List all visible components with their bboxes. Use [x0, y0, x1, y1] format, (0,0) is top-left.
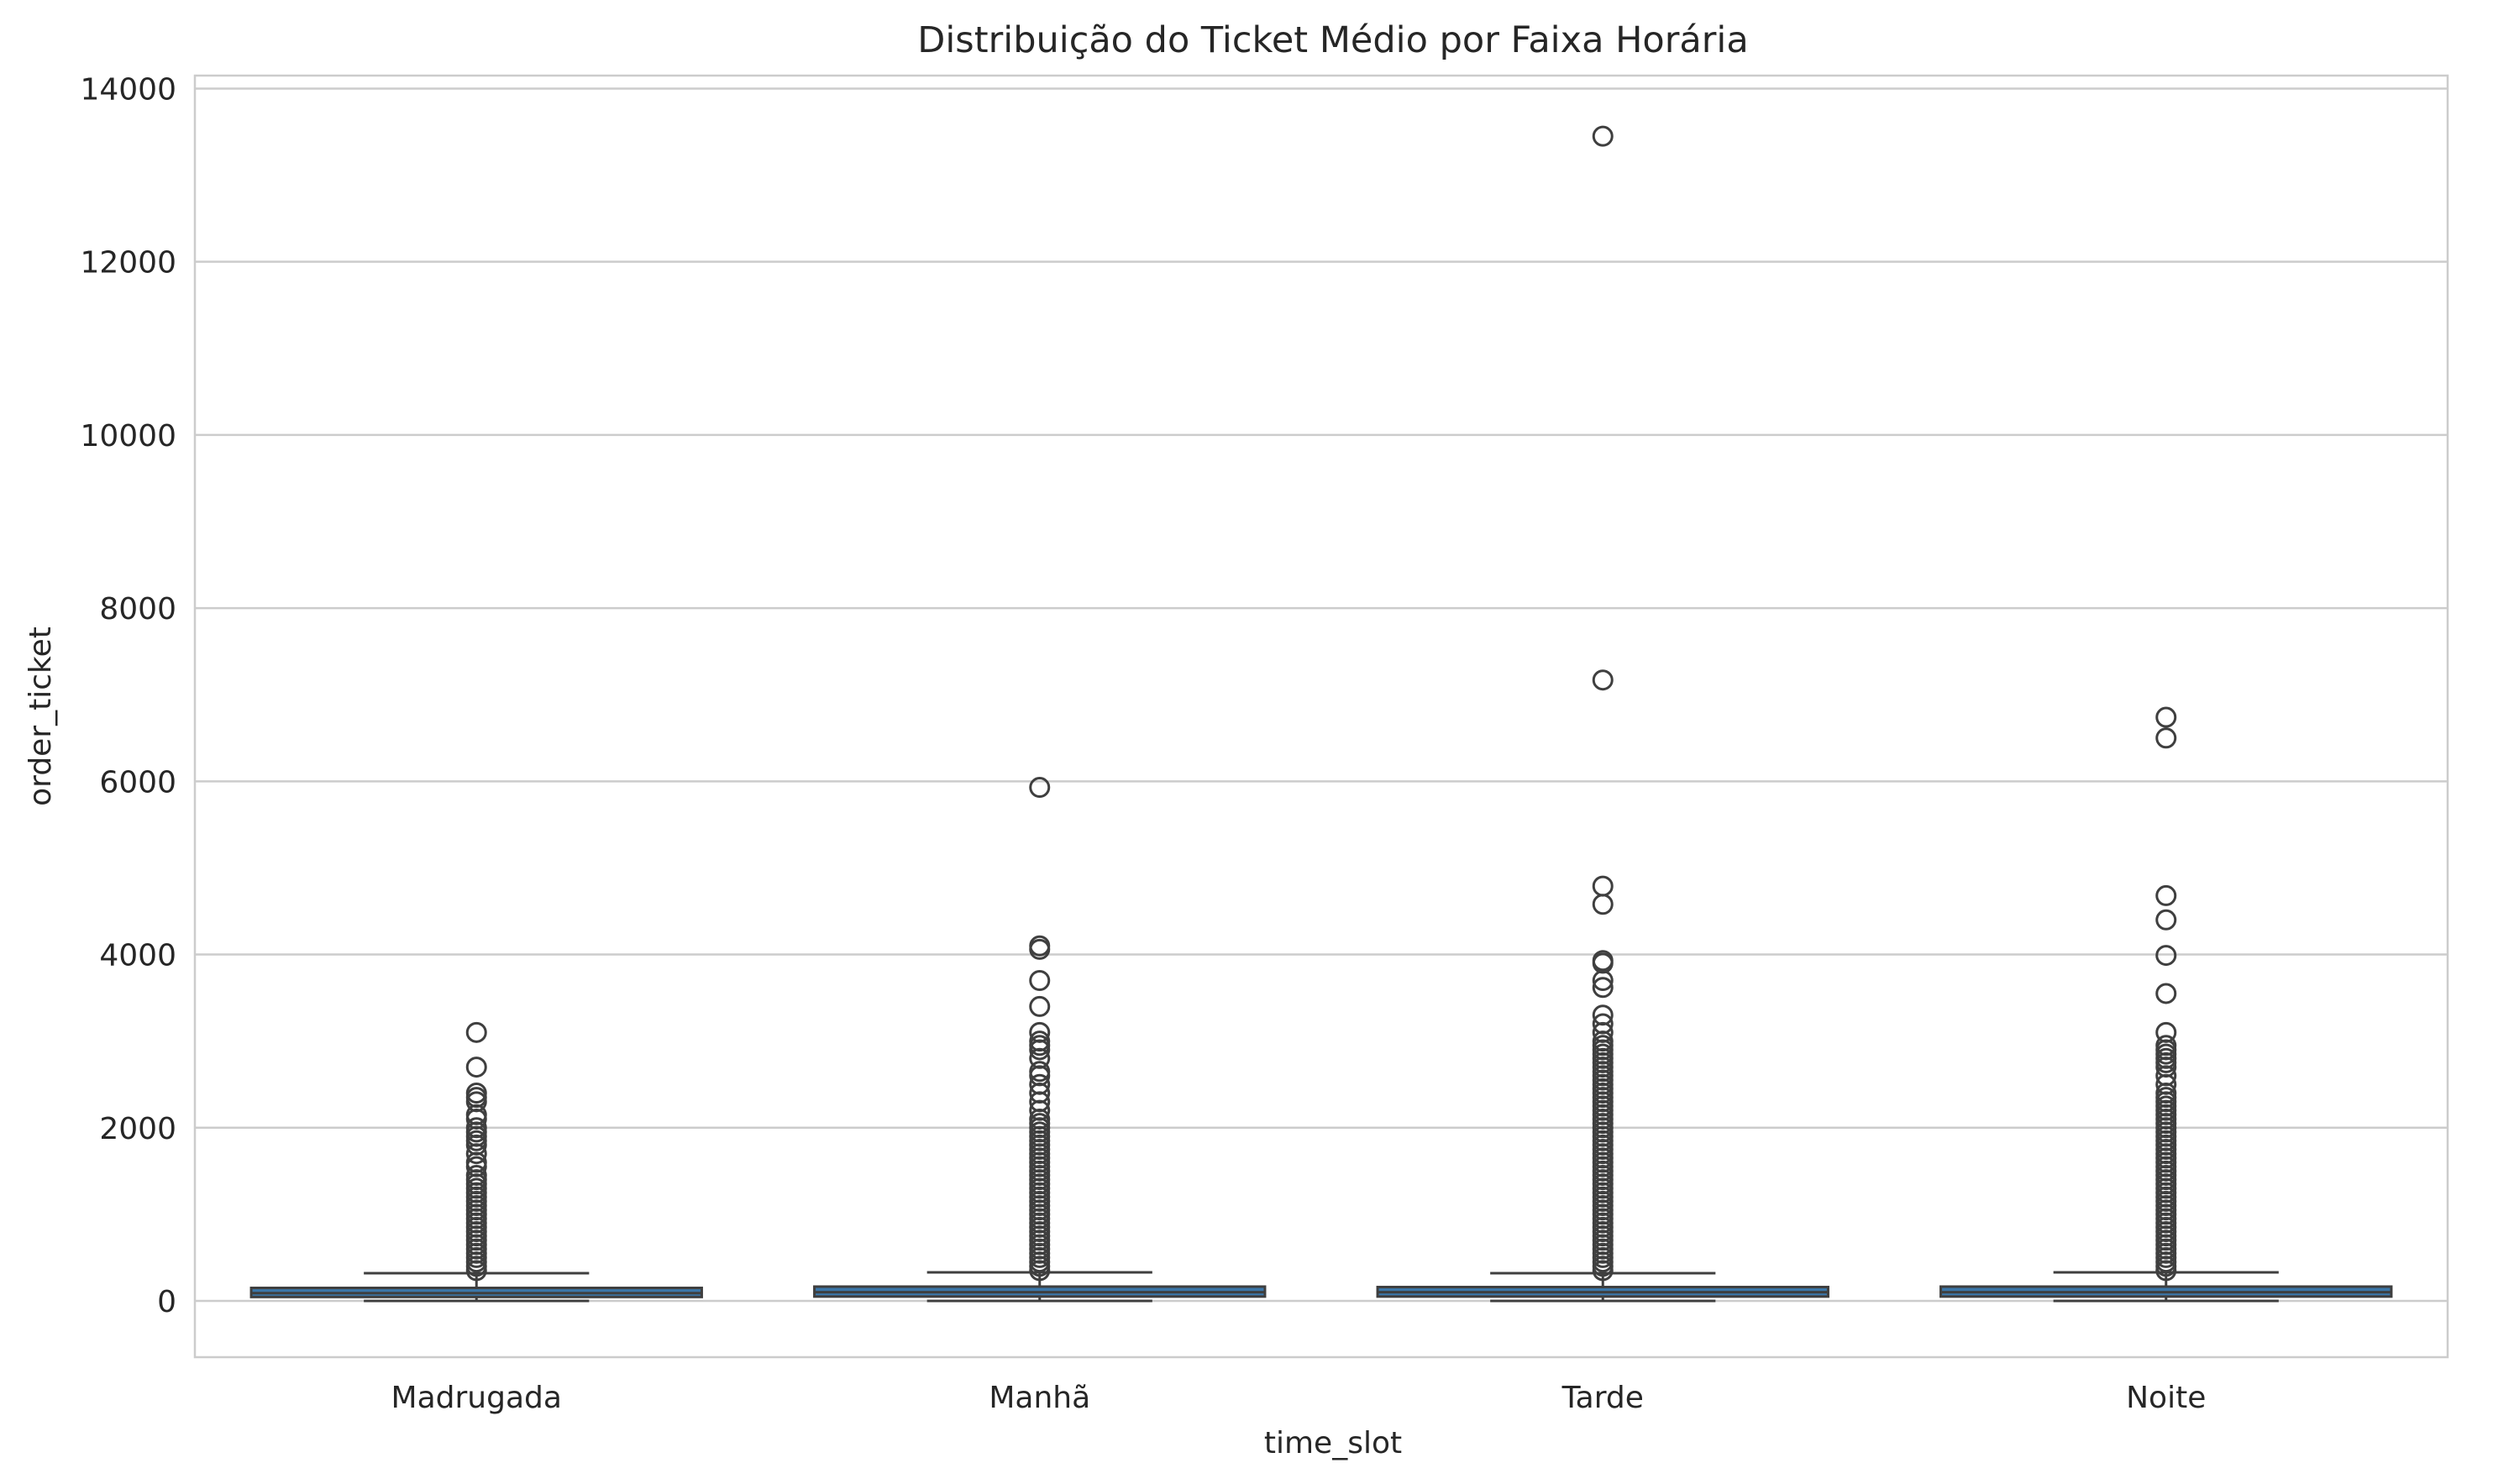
- y-tick-label: 0: [157, 1285, 176, 1319]
- box-Tarde: [1376, 125, 1829, 1303]
- y-tick-label: 10000: [80, 419, 176, 454]
- plot-frame: [193, 74, 2449, 1359]
- y-tick-label: 8000: [99, 592, 176, 627]
- boxes-layer: [249, 125, 2393, 1303]
- outlier-point: [2155, 909, 2177, 931]
- outlier-point: [2155, 983, 2177, 1004]
- y-tick-label: 6000: [99, 765, 176, 800]
- outlier-point: [465, 1087, 487, 1109]
- outlier-point: [465, 1057, 487, 1078]
- x-tick-label: Madrugada: [391, 1381, 562, 1415]
- box-Noite: [1939, 706, 2393, 1303]
- outlier-point: [465, 1143, 487, 1165]
- x-tick-label: Manhã: [989, 1381, 1090, 1415]
- x-axis-label: time_slot: [1264, 1426, 1402, 1460]
- outlier-point: [1592, 1260, 1614, 1282]
- y-axis-ticks: 0 2000 4000 6000 8000 10000 12000 14000: [80, 72, 176, 1319]
- outlier-point: [1029, 777, 1051, 799]
- outlier-point: [2155, 884, 2177, 906]
- outlier-point: [1592, 977, 1614, 999]
- outlier-point: [1029, 969, 1051, 991]
- x-tick-label: Tarde: [1561, 1381, 1644, 1415]
- outlier-point: [1592, 969, 1614, 991]
- outlier-point: [1592, 894, 1614, 915]
- box-Manhã: [813, 777, 1267, 1303]
- outlier-point: [2155, 945, 2177, 967]
- outlier-point: [1029, 995, 1051, 1017]
- box-Madrugada: [249, 1021, 703, 1303]
- outlier-point: [1592, 669, 1614, 691]
- outlier-point: [465, 1021, 487, 1043]
- x-axis-ticks: Madrugada Manhã Tarde Noite: [391, 1381, 2207, 1415]
- outlier-point: [2155, 706, 2177, 728]
- y-tick-label: 2000: [99, 1112, 176, 1146]
- gridlines: [195, 87, 2448, 1303]
- outlier-point: [2155, 1260, 2177, 1282]
- outlier-point: [1029, 1039, 1051, 1061]
- outlier-point: [1029, 938, 1051, 960]
- chart-title: Distribuição do Ticket Médio por Faixa H…: [917, 19, 1748, 61]
- outlier-point: [1029, 1260, 1051, 1282]
- x-tick-label: Noite: [2126, 1381, 2206, 1415]
- outlier-point: [1592, 125, 1614, 147]
- y-axis-label: order_ticket: [24, 627, 58, 806]
- y-tick-label: 14000: [80, 72, 176, 107]
- outlier-point: [2155, 727, 2177, 749]
- y-tick-label: 12000: [80, 246, 176, 281]
- y-tick-label: 4000: [99, 939, 176, 973]
- outlier-point: [465, 1260, 487, 1282]
- outlier-point: [1592, 875, 1614, 897]
